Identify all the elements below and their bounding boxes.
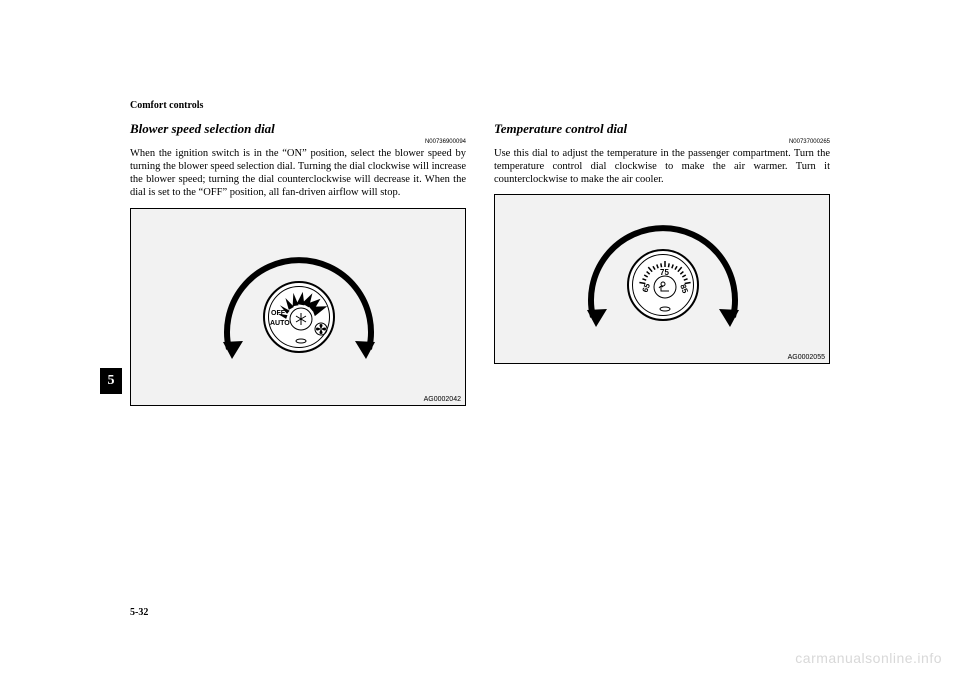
section-header: Comfort controls — [130, 100, 830, 111]
temp-title: Temperature control dial — [494, 121, 830, 137]
temp-doc-id: N00737000265 — [494, 139, 830, 145]
auto-label: AUTO — [270, 320, 290, 327]
temp-fig-label: AG0002055 — [788, 354, 825, 361]
blower-title: Blower speed selection dial — [130, 121, 466, 137]
blower-fig-label: AG0002042 — [424, 396, 461, 403]
temp-paragraph: Use this dial to adjust the temperature … — [494, 147, 830, 186]
temp-dial-outer: 65 75 85 — [627, 249, 699, 321]
temp-75: 75 — [660, 268, 669, 277]
temp-65: 65 — [641, 282, 653, 294]
blower-dial-outer: OFF AUTO — [263, 281, 335, 353]
temp-figure: 65 75 85 AG0002055 — [494, 194, 830, 364]
arc-arrow-left — [223, 341, 243, 359]
indicator-oval — [296, 339, 306, 343]
temp-dial-graphics: 65 75 85 — [629, 251, 701, 323]
blower-paragraph: When the ignition switch is in the “ON” … — [130, 147, 466, 200]
page-number: 5-32 — [130, 607, 148, 618]
temp-indicator-oval — [660, 307, 670, 311]
fan-icon — [315, 323, 327, 335]
blower-figure: OFF AUTO AG0002042 — [130, 208, 466, 406]
page-tab: 5 — [100, 368, 122, 394]
two-column-layout: Blower speed selection dial N00736900094… — [130, 121, 830, 406]
watermark: carmanualsonline.info — [795, 650, 942, 666]
temp-arc-arrow-left — [587, 309, 607, 327]
blower-dial-graphics — [265, 283, 337, 355]
arc-arrow-right — [355, 341, 375, 359]
temp-knob — [654, 276, 676, 298]
page-content: Comfort controls Blower speed selection … — [130, 100, 830, 406]
temp-arc-arrow-right — [719, 309, 739, 327]
blower-doc-id: N00736900094 — [130, 139, 466, 145]
temp-85: 85 — [678, 283, 690, 295]
left-column: Blower speed selection dial N00736900094… — [130, 121, 466, 406]
right-column: Temperature control dial N00737000265 Us… — [494, 121, 830, 406]
off-label: OFF — [271, 310, 285, 317]
